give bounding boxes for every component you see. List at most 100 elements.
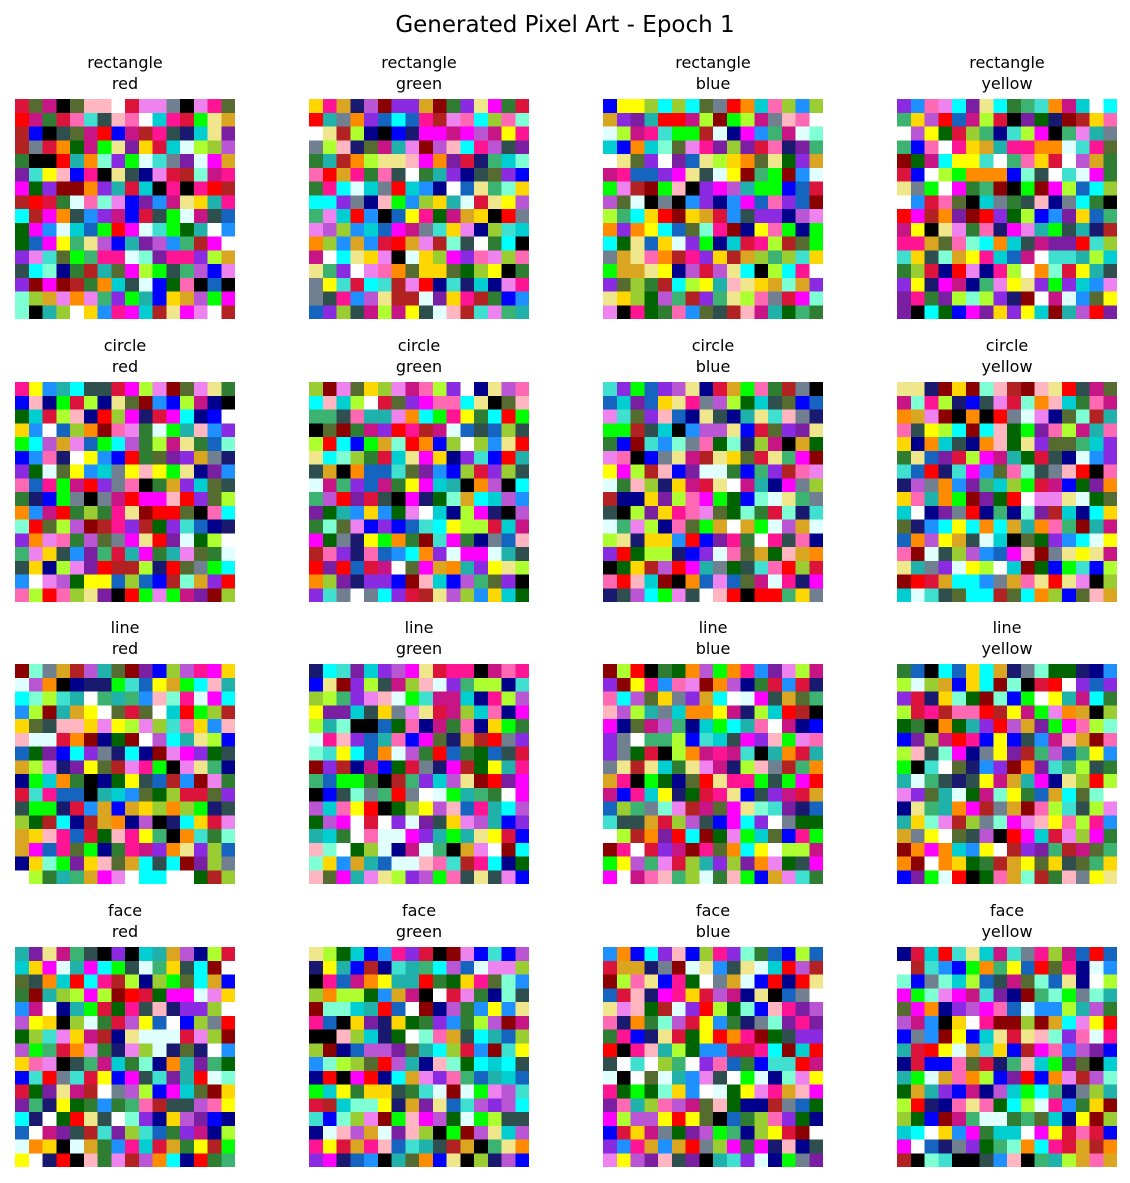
pixel-cell (97, 719, 112, 734)
pixel-cell (180, 533, 195, 548)
pixel-cell (1007, 960, 1022, 975)
pixel-cell (781, 719, 796, 734)
pixel-cell (1103, 1112, 1117, 1127)
pixel-cell (740, 988, 755, 1003)
pixel-cell (166, 250, 181, 265)
pixel-cell (685, 719, 700, 734)
pixel-cell (979, 1153, 994, 1167)
pixel-cell (83, 588, 98, 602)
pixel-cell (658, 409, 673, 424)
pixel-cell (781, 760, 796, 775)
panel-line-blue: line blue (603, 617, 823, 884)
pixel-cell (322, 774, 337, 789)
pixel-cell (152, 382, 167, 397)
pixel-cell (910, 209, 925, 224)
pixel-cell (125, 1139, 140, 1154)
pixel-cell (460, 719, 475, 734)
pixel-cell (754, 492, 769, 507)
pixel-cell (809, 305, 823, 319)
pixel-cell (166, 856, 181, 871)
pixel-cell (432, 1057, 447, 1072)
pixel-cell (377, 1098, 392, 1113)
pixel-cell (446, 1112, 461, 1127)
pixel-cell (952, 492, 967, 507)
pixel-cell (630, 277, 645, 292)
pixel-cell (1048, 1002, 1063, 1017)
pixel-cell (180, 829, 195, 844)
pixel-cell (56, 519, 71, 534)
pixel-cell (630, 464, 645, 479)
pixel-grid (15, 664, 235, 884)
pixel-cell (897, 1057, 912, 1072)
pixel-cell (111, 305, 126, 319)
pixel-cell (1062, 1015, 1077, 1030)
pixel-cell (166, 829, 181, 844)
pixel-cell (515, 691, 529, 706)
pixel-cell (965, 1098, 980, 1113)
pixel-cell (965, 870, 980, 884)
pixel-cell (616, 856, 631, 871)
pixel-cell (685, 505, 700, 520)
pixel-cell (309, 842, 324, 857)
pixel-cell (1007, 236, 1022, 251)
pixel-cell (1048, 291, 1063, 306)
pixel-cell (487, 222, 502, 237)
pixel-cell (1034, 195, 1049, 210)
pixel-cell (644, 664, 659, 679)
pixel-cell (809, 1153, 823, 1167)
pixel-cell (910, 774, 925, 789)
pixel-cell (938, 1153, 953, 1167)
pixel-cell (713, 492, 728, 507)
pixel-cell (15, 395, 30, 410)
pixel-cell (795, 464, 810, 479)
pixel-cell (938, 492, 953, 507)
pixel-cell (1089, 409, 1104, 424)
pixel-cell (336, 519, 351, 534)
pixel-cell (152, 1057, 167, 1072)
pixel-cell (795, 677, 810, 692)
pixel-cell (501, 1084, 516, 1099)
pixel-cell (56, 450, 71, 465)
pixel-cell (671, 519, 686, 534)
pixel-cell (979, 947, 994, 962)
pixel-cell (910, 1043, 925, 1058)
pixel-cell (1075, 1139, 1090, 1154)
pixel-cell (671, 547, 686, 562)
pixel-cell (713, 264, 728, 279)
pixel-cell (138, 112, 153, 127)
pixel-cell (740, 974, 755, 989)
pixel-cell (501, 99, 516, 114)
pixel-cell (405, 1125, 420, 1140)
pixel-cell (501, 960, 516, 975)
pixel-cell (897, 505, 912, 520)
pixel-cell (644, 167, 659, 182)
pixel-cell (42, 677, 57, 692)
pixel-cell (193, 1002, 208, 1017)
pixel-cell (432, 719, 447, 734)
pixel-cell (671, 291, 686, 306)
pixel-cell (501, 126, 516, 141)
pixel-cell (350, 478, 365, 493)
pixel-cell (630, 1139, 645, 1154)
pixel-cell (138, 277, 153, 292)
pixel-cell (658, 719, 673, 734)
pixel-cell (138, 126, 153, 141)
pixel-cell (487, 705, 502, 720)
pixel-cell (740, 305, 755, 319)
pixel-cell (70, 533, 85, 548)
pixel-cell (15, 677, 30, 692)
pixel-cell (309, 1139, 324, 1154)
pixel-cell (364, 787, 379, 802)
pixel-cell (515, 815, 529, 830)
pixel-cell (979, 437, 994, 452)
pixel-cell (1007, 1084, 1022, 1099)
pixel-cell (644, 560, 659, 575)
pixel-cell (460, 746, 475, 761)
pixel-cell (166, 705, 181, 720)
pixel-cell (1062, 760, 1077, 775)
pixel-cell (1075, 154, 1090, 169)
pixel-cell (699, 746, 714, 761)
pixel-cell (193, 250, 208, 265)
pixel-cell (28, 974, 43, 989)
pixel-cell (671, 870, 686, 884)
